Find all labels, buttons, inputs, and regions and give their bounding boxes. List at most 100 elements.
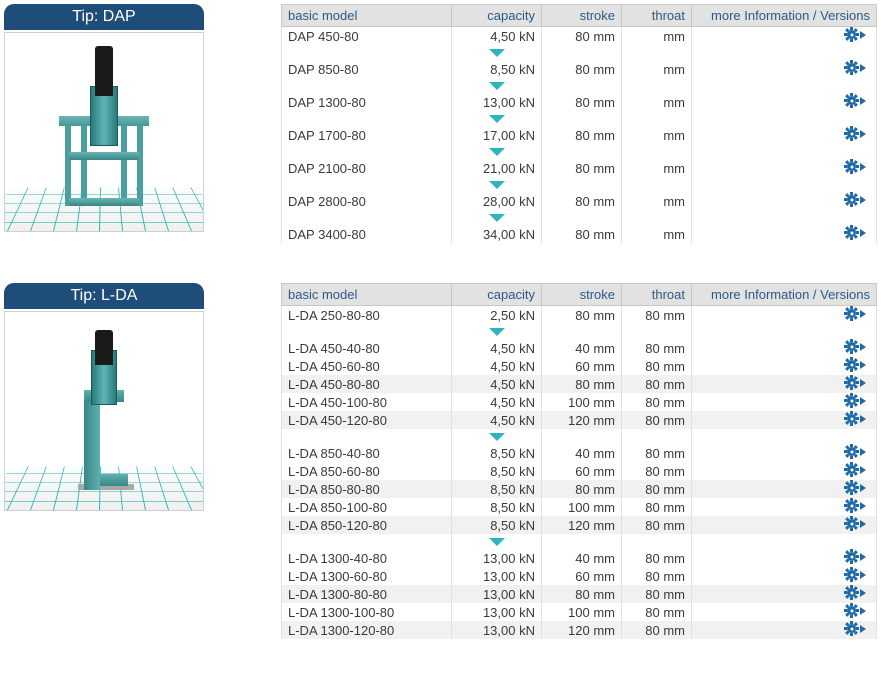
cell-throat: 80 mm bbox=[622, 339, 692, 357]
chevron-down-icon bbox=[489, 328, 505, 336]
cell-stroke: 80 mm bbox=[542, 159, 622, 177]
cell-model: L-DA 1300-100-80 bbox=[282, 603, 452, 621]
arrow-right-icon bbox=[860, 502, 866, 510]
more-info-link[interactable] bbox=[845, 160, 866, 173]
cell-capacity: 8,50 kN bbox=[452, 444, 542, 462]
cell-throat: mm bbox=[622, 159, 692, 177]
cell-stroke: 80 mm bbox=[542, 27, 622, 46]
cell-model: L-DA 850-60-80 bbox=[282, 462, 452, 480]
cell-capacity: 13,00 kN bbox=[452, 603, 542, 621]
th-throat: throat bbox=[622, 5, 692, 27]
more-info-link[interactable] bbox=[845, 412, 866, 425]
gear-icon bbox=[845, 340, 858, 353]
th-model: basic model bbox=[282, 284, 452, 306]
cell-model: L-DA 850-100-80 bbox=[282, 498, 452, 516]
more-info-link[interactable] bbox=[845, 28, 866, 41]
cell-info bbox=[692, 462, 877, 480]
th-info: more Information / Versions bbox=[692, 284, 877, 306]
more-info-link[interactable] bbox=[845, 226, 866, 239]
cell-stroke: 100 mm bbox=[542, 498, 622, 516]
cell-throat: 80 mm bbox=[622, 603, 692, 621]
cell-throat: 80 mm bbox=[622, 375, 692, 393]
cell-stroke: 120 mm bbox=[542, 411, 622, 429]
cell-throat: 80 mm bbox=[622, 549, 692, 567]
table-row: DAP 1700-80 17,00 kN 80 mm mm bbox=[282, 126, 877, 144]
cell-capacity: 8,50 kN bbox=[452, 498, 542, 516]
cell-info bbox=[692, 375, 877, 393]
cell-stroke: 60 mm bbox=[542, 567, 622, 585]
arrow-right-icon bbox=[860, 397, 866, 405]
chevron-down-icon bbox=[489, 538, 505, 546]
table-row: L-DA 250-80-80 2,50 kN 80 mm 80 mm bbox=[282, 306, 877, 325]
more-info-link[interactable] bbox=[845, 604, 866, 617]
cell-stroke: 80 mm bbox=[542, 225, 622, 243]
gear-icon bbox=[845, 445, 858, 458]
cell-info bbox=[692, 549, 877, 567]
cell-stroke: 80 mm bbox=[542, 192, 622, 210]
arrow-right-icon bbox=[860, 625, 866, 633]
gear-icon bbox=[845, 226, 858, 239]
more-info-link[interactable] bbox=[845, 358, 866, 371]
gear-icon bbox=[845, 160, 858, 173]
more-info-link[interactable] bbox=[845, 463, 866, 476]
machine-dap-illustration bbox=[59, 46, 149, 206]
table-row: DAP 1300-80 13,00 kN 80 mm mm bbox=[282, 93, 877, 111]
cell-model: DAP 3400-80 bbox=[282, 225, 452, 243]
table-row: L-DA 850-80-80 8,50 kN 80 mm 80 mm bbox=[282, 480, 877, 498]
more-info-link[interactable] bbox=[845, 568, 866, 581]
gear-icon bbox=[845, 412, 858, 425]
arrow-right-icon bbox=[860, 229, 866, 237]
cell-model: L-DA 450-40-80 bbox=[282, 339, 452, 357]
cell-capacity: 2,50 kN bbox=[452, 306, 542, 325]
table-row: L-DA 850-120-80 8,50 kN 120 mm 80 mm bbox=[282, 516, 877, 534]
cell-capacity: 4,50 kN bbox=[452, 339, 542, 357]
arrow-right-icon bbox=[860, 466, 866, 474]
cell-throat: 80 mm bbox=[622, 585, 692, 603]
cell-info bbox=[692, 516, 877, 534]
more-info-link[interactable] bbox=[845, 376, 866, 389]
group-separator bbox=[282, 324, 877, 339]
th-capacity: capacity bbox=[452, 5, 542, 27]
more-info-link[interactable] bbox=[845, 499, 866, 512]
more-info-link[interactable] bbox=[845, 61, 866, 74]
gear-icon bbox=[845, 517, 858, 530]
cell-throat: 80 mm bbox=[622, 480, 692, 498]
chevron-down-icon bbox=[489, 433, 505, 441]
more-info-link[interactable] bbox=[845, 445, 866, 458]
gear-icon bbox=[845, 550, 858, 563]
tip-column: Tip: DAP bbox=[4, 4, 204, 232]
chevron-down-icon bbox=[489, 115, 505, 123]
more-info-link[interactable] bbox=[845, 622, 866, 635]
spec-table: basic model capacity stroke throat more … bbox=[281, 283, 877, 639]
table-row: L-DA 450-60-80 4,50 kN 60 mm 80 mm bbox=[282, 357, 877, 375]
cell-model: DAP 850-80 bbox=[282, 60, 452, 78]
more-info-link[interactable] bbox=[845, 307, 866, 320]
tip-image bbox=[4, 32, 204, 232]
cell-stroke: 40 mm bbox=[542, 339, 622, 357]
more-info-link[interactable] bbox=[845, 394, 866, 407]
more-info-link[interactable] bbox=[845, 481, 866, 494]
group-separator bbox=[282, 78, 877, 93]
arrow-right-icon bbox=[860, 448, 866, 456]
group-separator bbox=[282, 177, 877, 192]
more-info-link[interactable] bbox=[845, 586, 866, 599]
tip-header: Tip: L-DA bbox=[4, 283, 204, 309]
more-info-link[interactable] bbox=[845, 94, 866, 107]
more-info-link[interactable] bbox=[845, 340, 866, 353]
th-throat: throat bbox=[622, 284, 692, 306]
cell-capacity: 13,00 kN bbox=[452, 549, 542, 567]
cell-stroke: 120 mm bbox=[542, 621, 622, 639]
cell-info bbox=[692, 126, 877, 144]
cell-model: L-DA 450-60-80 bbox=[282, 357, 452, 375]
cell-capacity: 4,50 kN bbox=[452, 393, 542, 411]
more-info-link[interactable] bbox=[845, 517, 866, 530]
cell-model: DAP 1300-80 bbox=[282, 93, 452, 111]
more-info-link[interactable] bbox=[845, 550, 866, 563]
more-info-link[interactable] bbox=[845, 127, 866, 140]
cell-info bbox=[692, 192, 877, 210]
cell-stroke: 80 mm bbox=[542, 306, 622, 325]
table-row: L-DA 450-40-80 4,50 kN 40 mm 80 mm bbox=[282, 339, 877, 357]
more-info-link[interactable] bbox=[845, 193, 866, 206]
table-row: DAP 3400-80 34,00 kN 80 mm mm bbox=[282, 225, 877, 243]
cell-stroke: 100 mm bbox=[542, 603, 622, 621]
